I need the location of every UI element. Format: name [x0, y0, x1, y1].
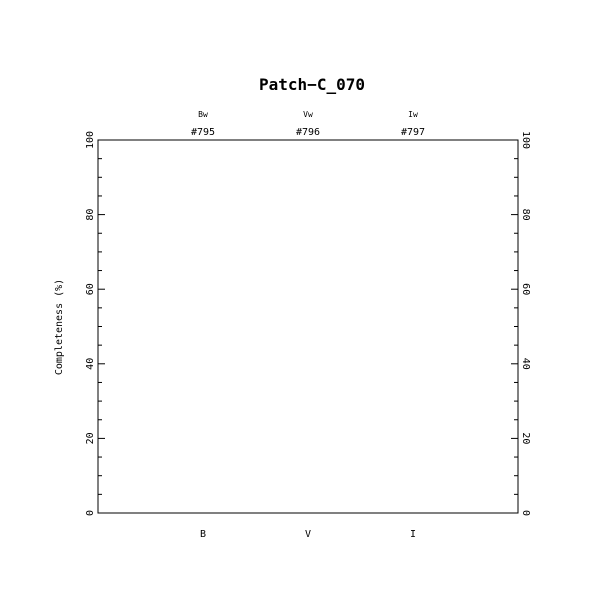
y-tick-label-right: 0: [520, 510, 531, 516]
filter-id-label: #796: [296, 127, 320, 138]
filter-id-label: #795: [191, 127, 215, 138]
y-tick-label-left: 80: [85, 209, 96, 221]
filter-label: Bw: [198, 110, 208, 119]
x-category-label: V: [305, 529, 311, 540]
y-tick-label-right: 60: [520, 283, 531, 295]
filter-label: Vw: [303, 110, 313, 119]
y-tick-label-right: 20: [520, 432, 531, 444]
filter-id-label: #797: [401, 127, 425, 138]
y-tick-label-left: 0: [85, 510, 96, 516]
x-category-label: I: [410, 529, 416, 540]
plot-frame: [97, 139, 519, 514]
x-category-label: B: [200, 529, 206, 540]
y-axis-label: Completeness (%): [54, 279, 65, 375]
y-tick-label-right: 100: [520, 131, 531, 149]
filter-label: Iw: [408, 110, 418, 119]
y-tick-label-left: 20: [85, 432, 96, 444]
y-tick-label-right: 40: [520, 358, 531, 370]
y-tick-label-left: 100: [85, 131, 96, 149]
y-tick-label-right: 80: [520, 209, 531, 221]
y-tick-label-left: 40: [85, 358, 96, 370]
y-tick-label-left: 60: [85, 283, 96, 295]
chart-title: Patch−C_070: [259, 75, 365, 94]
